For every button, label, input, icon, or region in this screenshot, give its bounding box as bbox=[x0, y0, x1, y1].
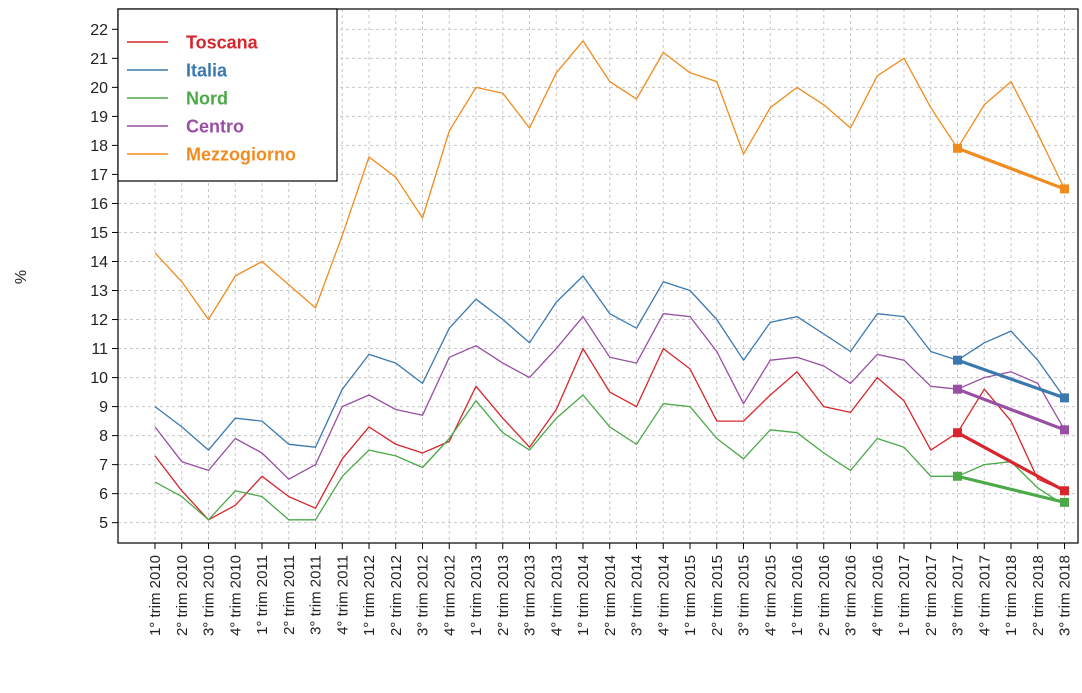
x-tick-label: 3° trim 2014 bbox=[629, 555, 646, 636]
trend-marker bbox=[953, 471, 962, 481]
legend-entry: Toscana bbox=[186, 33, 259, 53]
trend-marker bbox=[1060, 497, 1069, 507]
x-tick-label: 2° trim 2013 bbox=[495, 555, 512, 636]
x-tick-label: 1° trim 2010 bbox=[147, 555, 164, 636]
x-tick-label: 4° trim 2013 bbox=[548, 555, 565, 636]
y-tick-label: 11 bbox=[91, 341, 108, 358]
y-tick-label: 14 bbox=[90, 254, 108, 271]
trend-marker bbox=[1060, 393, 1069, 403]
trend-marker bbox=[1060, 425, 1069, 435]
trend-marker bbox=[953, 143, 962, 153]
legend-entry: Mezzogiorno bbox=[186, 145, 296, 165]
x-tick-label: 1° trim 2011 bbox=[254, 555, 271, 635]
trend-layer bbox=[953, 143, 1069, 507]
legend-entry: Nord bbox=[186, 89, 228, 109]
y-axis-label: % bbox=[13, 270, 30, 284]
y-tick-label: 13 bbox=[90, 283, 108, 300]
series-line-mezzogiorno bbox=[154, 40, 1066, 321]
legend: Toscana Italia Nord Centro Mezzogiorno bbox=[117, 8, 338, 182]
x-tick-label: 2° trim 2017 bbox=[923, 555, 940, 636]
x-tick-label: 2° trim 2012 bbox=[388, 555, 405, 636]
y-tick-label: 7 bbox=[99, 457, 108, 474]
y-tick-label: 6 bbox=[99, 486, 108, 503]
x-tick-label: 2° trim 2015 bbox=[709, 555, 726, 636]
y-tick-label: 12 bbox=[90, 312, 108, 329]
legend-box bbox=[117, 8, 338, 182]
x-tick-label: 4° trim 2011 bbox=[334, 555, 351, 635]
x-axis: 1° trim 2010 2° trim 2010 3° trim 2010 4° t… bbox=[147, 543, 1074, 636]
x-tick-label: 4° trim 2012 bbox=[441, 555, 458, 636]
x-tick-label: 1° trim 2017 bbox=[896, 555, 913, 636]
y-tick-label: 17 bbox=[90, 167, 108, 184]
x-tick-label: 3° trim 2010 bbox=[201, 555, 218, 636]
plot-frame bbox=[117, 8, 1079, 544]
x-tick-label: 3° trim 2017 bbox=[950, 555, 967, 636]
trend-line-italia bbox=[956, 358, 1066, 400]
x-tick-label: 2° trim 2016 bbox=[816, 555, 833, 636]
series-layer bbox=[154, 40, 1066, 521]
y-tick-label: 5 bbox=[99, 515, 108, 532]
x-tick-label: 1° trim 2015 bbox=[682, 555, 699, 636]
trend-marker bbox=[953, 355, 962, 365]
x-tick-label: 2° trim 2010 bbox=[174, 555, 191, 636]
y-tick-label: 8 bbox=[99, 428, 108, 445]
y-tick-label: 21 bbox=[90, 51, 108, 68]
legend-entry: Italia bbox=[186, 61, 228, 81]
legend-entry: Centro bbox=[186, 117, 244, 137]
trend-line-nord bbox=[957, 474, 1065, 504]
series-line-centro bbox=[154, 313, 1066, 480]
x-tick-label: 1° trim 2018 bbox=[1003, 555, 1020, 636]
x-tick-label: 4° trim 2016 bbox=[869, 555, 886, 636]
x-tick-label: 3° trim 2018 bbox=[1057, 555, 1074, 636]
x-tick-label: 1° trim 2016 bbox=[789, 555, 806, 636]
y-tick-label: 20 bbox=[90, 80, 108, 97]
series-line-toscana bbox=[154, 347, 1065, 521]
y-tick-label: 19 bbox=[90, 109, 108, 126]
y-tick-label: 9 bbox=[99, 399, 108, 416]
trend-marker bbox=[1060, 486, 1069, 496]
x-tick-label: 4° trim 2014 bbox=[655, 555, 672, 636]
trend-marker bbox=[953, 384, 962, 394]
x-tick-label: 3° trim 2012 bbox=[415, 555, 432, 636]
y-axis: 5 6 7 8 9 10 11 12 13 14 15 16 17 18 19 20 21 22 bbox=[90, 22, 118, 532]
y-tick-label: 18 bbox=[90, 138, 108, 155]
trend-line-mezzogiorno bbox=[956, 146, 1066, 191]
x-tick-label: 3° trim 2016 bbox=[843, 555, 860, 636]
x-tick-label: 3° trim 2013 bbox=[522, 555, 539, 636]
x-tick-label: 3° trim 2011 bbox=[308, 555, 325, 635]
x-tick-label: 1° trim 2014 bbox=[575, 555, 592, 636]
y-tick-label: 10 bbox=[90, 370, 108, 387]
series-line-italia bbox=[154, 275, 1066, 451]
x-tick-label: 4° trim 2017 bbox=[976, 555, 993, 636]
trend-marker bbox=[953, 428, 962, 438]
x-tick-label: 1° trim 2013 bbox=[468, 555, 485, 636]
x-tick-label: 4° trim 2015 bbox=[762, 555, 779, 636]
y-tick-label: 16 bbox=[90, 196, 108, 213]
grid-layer bbox=[118, 9, 1078, 543]
y-tick-label: 22 bbox=[90, 22, 108, 39]
x-tick-label: 1° trim 2012 bbox=[361, 555, 378, 636]
trend-line-centro bbox=[956, 387, 1066, 432]
series-line-nord bbox=[154, 394, 1065, 521]
x-tick-label: 3° trim 2015 bbox=[736, 555, 753, 636]
x-tick-label: 2° trim 2011 bbox=[281, 555, 298, 635]
y-tick-label: 15 bbox=[90, 225, 108, 242]
trend-line-toscana bbox=[956, 431, 1066, 493]
x-tick-label: 2° trim 2018 bbox=[1030, 555, 1047, 636]
trend-marker bbox=[1060, 184, 1069, 194]
x-tick-label: 2° trim 2014 bbox=[602, 555, 619, 636]
x-tick-label: 4° trim 2010 bbox=[227, 555, 244, 636]
